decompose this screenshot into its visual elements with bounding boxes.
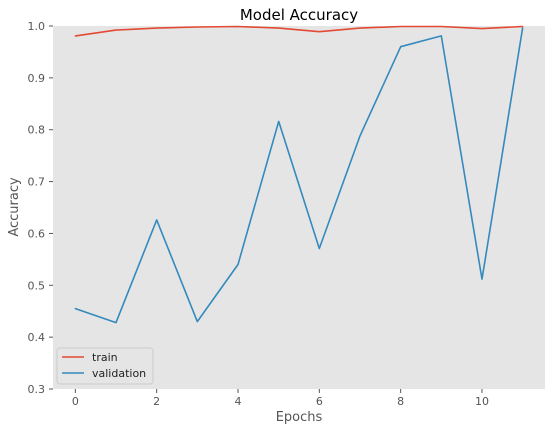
x-axis: 0 2 4 6 8 10 [72,389,489,408]
x-axis-label: Epochs [276,410,323,425]
y-tick-label: 1.0 [28,20,46,33]
y-axis: 0.3 0.4 0.5 0.6 0.7 0.8 0.9 1.0 [28,20,53,396]
legend-label-train: train [92,351,118,364]
chart-title: Model Accuracy [240,6,358,24]
x-tick-label: 8 [397,395,404,408]
series-line-train [74,25,524,37]
plot-area [53,26,545,389]
series-line-validation [74,27,524,324]
x-tick-label: 10 [475,395,489,408]
y-tick-label: 0.8 [28,124,46,137]
y-tick-label: 0.5 [28,279,46,292]
x-tick-label: 4 [235,395,242,408]
y-axis-label: Accuracy [7,177,22,237]
y-tick-label: 0.9 [28,72,46,85]
y-tick-label: 0.6 [28,227,46,240]
series-layer [74,25,524,324]
x-tick-label: 2 [153,395,160,408]
y-tick-label: 0.4 [28,331,46,344]
y-tick-label: 0.3 [28,383,46,396]
x-tick-label: 6 [316,395,323,408]
x-tick-label: 0 [72,395,79,408]
legend-label-validation: validation [92,367,146,380]
legend: train validation [56,347,154,385]
y-tick-label: 0.7 [28,176,46,189]
